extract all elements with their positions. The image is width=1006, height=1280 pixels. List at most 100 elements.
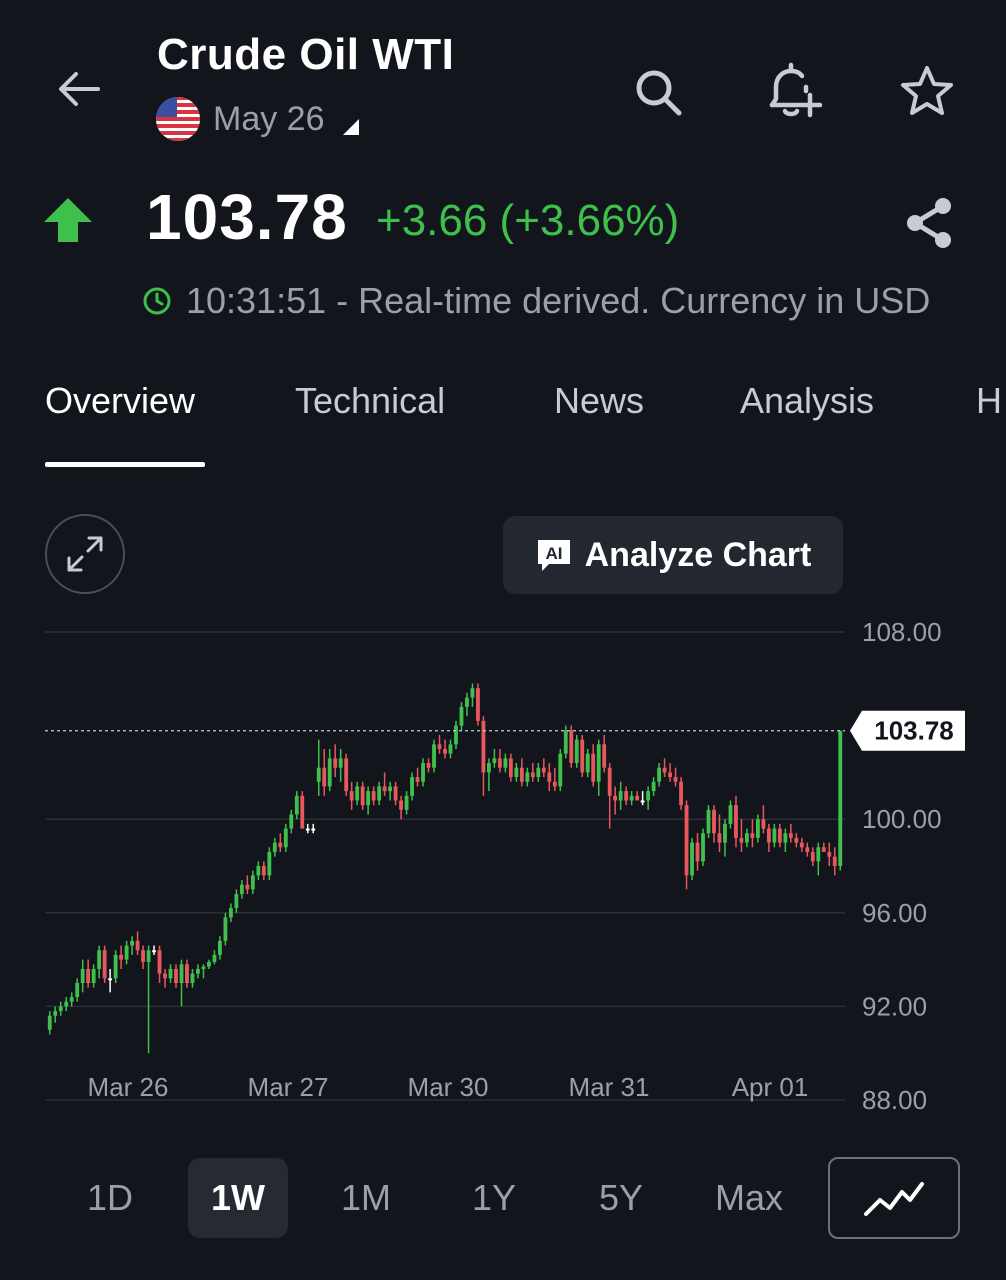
price-chart[interactable]: 108.00 100.00 96.00 92.00 88.00 Mar 26 Mar 27 M… (0, 610, 1006, 1110)
x-tick-label: Mar 27 (248, 1072, 329, 1102)
candle-body (311, 828, 316, 831)
candle-body (788, 833, 793, 838)
candle-body (124, 945, 129, 960)
y-tick-label: 88.00 (862, 1085, 927, 1110)
y-tick-label: 108.00 (862, 617, 942, 647)
candle-body (624, 791, 629, 801)
clock-icon (143, 287, 171, 315)
candle-body (772, 828, 777, 843)
expand-icon (67, 536, 103, 572)
candle-body (448, 744, 453, 754)
candle-body (662, 767, 667, 773)
candle-body (574, 739, 579, 764)
tab-technical[interactable]: Technical (295, 380, 446, 421)
candle-body (388, 786, 393, 792)
tab-more[interactable]: H (976, 380, 1002, 421)
share-button[interactable] (898, 192, 960, 254)
tab-news[interactable]: News (554, 380, 645, 421)
candle-body (827, 851, 832, 857)
watchlist-button[interactable] (896, 62, 958, 122)
chart-type-button[interactable] (828, 1157, 960, 1239)
candle-body (64, 1001, 69, 1007)
candle-body (558, 753, 563, 787)
candle-body (569, 730, 574, 764)
candle-body (300, 795, 305, 829)
candle-body (755, 819, 760, 838)
candle-body (349, 791, 354, 801)
candle-body (86, 968, 91, 983)
candle-body (278, 842, 283, 848)
candle-body (695, 842, 700, 862)
candle-body (360, 786, 365, 806)
candle-body (218, 940, 222, 955)
quote-time-row: 10:31:51 - Real-time derived. Currency i… (142, 280, 930, 322)
price-change: +3.66 (+3.66%) (376, 196, 680, 245)
candle-body (794, 837, 799, 843)
candle-body (146, 950, 151, 962)
candle-body (338, 758, 343, 768)
candle-body (355, 786, 360, 801)
candle-body (283, 828, 288, 848)
candle-body (799, 842, 804, 848)
candle-body (382, 786, 387, 792)
candle-body (618, 791, 623, 801)
range-1y-button[interactable]: 1Y (471, 1177, 517, 1218)
share-icon (907, 198, 951, 248)
candle-body (739, 837, 744, 843)
candle-body (53, 1011, 58, 1016)
candle-body (207, 961, 211, 967)
candle-body (750, 833, 755, 838)
candle-body (212, 954, 217, 962)
tab-analysis[interactable]: Analysis (740, 380, 875, 421)
candle-body (629, 795, 634, 801)
candle-body (745, 833, 749, 843)
candle-body (119, 954, 124, 960)
candle-body (223, 917, 228, 941)
candle-body (690, 842, 694, 876)
candle-body (91, 968, 96, 983)
candle-body (613, 795, 618, 801)
candle-body (503, 758, 508, 768)
candle-body (486, 763, 491, 773)
candle-body (706, 809, 711, 834)
candle-body (481, 720, 486, 773)
arrow-left-icon (59, 72, 100, 106)
candle-body (508, 758, 513, 778)
contract-selector[interactable]: May 26 (155, 96, 363, 142)
range-1m-button[interactable]: 1M (340, 1177, 391, 1218)
page-title: Crude Oil WTI (157, 30, 455, 79)
x-tick-label: Apr 01 (732, 1072, 809, 1102)
tab-overview[interactable]: Overview (45, 380, 196, 421)
range-5y-button[interactable]: 5Y (598, 1177, 644, 1218)
candle-body (596, 744, 601, 782)
candle-body (371, 791, 376, 801)
range-1d-button[interactable]: 1D (86, 1177, 134, 1218)
range-max-button[interactable]: Max (714, 1177, 783, 1218)
y-tick-label: 96.00 (862, 898, 927, 928)
x-tick-label: Mar 30 (408, 1072, 489, 1102)
candle-body (552, 781, 557, 787)
back-button[interactable] (52, 62, 106, 116)
candle-body (58, 1006, 63, 1012)
candle-body (580, 739, 585, 773)
search-button[interactable] (628, 62, 688, 122)
candle-body (734, 805, 738, 838)
candle-body (174, 968, 178, 983)
expand-chart-button[interactable] (45, 514, 125, 594)
candle-body (75, 983, 80, 998)
candle-body (679, 781, 683, 806)
candle-body (152, 950, 156, 953)
range-1w-button[interactable]: 1W (188, 1158, 288, 1238)
candle-body (805, 847, 810, 852)
x-tick-label: Mar 26 (88, 1072, 169, 1102)
add-alert-button[interactable] (760, 60, 826, 124)
candle-body (591, 753, 596, 782)
candle-body (607, 767, 612, 796)
candle-body (728, 805, 733, 824)
candle-body (201, 966, 206, 969)
analyze-chart-button[interactable]: AI Analyze Chart (503, 516, 843, 594)
contract-label: May 26 (213, 99, 325, 138)
candle-body (426, 763, 431, 768)
candle-body (179, 964, 184, 983)
search-icon (636, 70, 682, 116)
